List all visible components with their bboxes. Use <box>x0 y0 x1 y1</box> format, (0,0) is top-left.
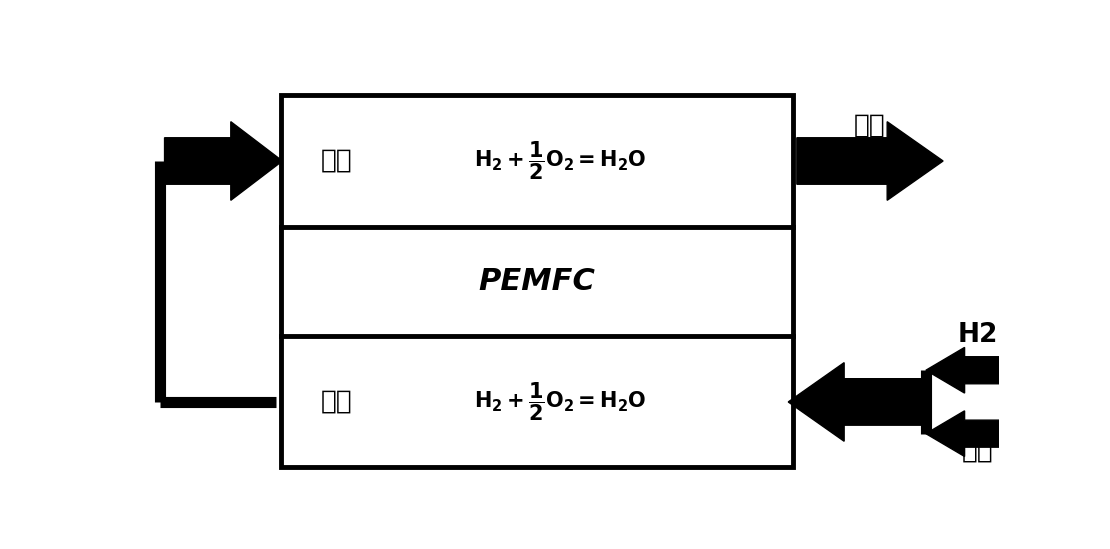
Text: $\mathbf{H_2 + \dfrac{1}{2}O_2 = H_2O}$: $\mathbf{H_2 + \dfrac{1}{2}O_2 = H_2O}$ <box>474 380 647 423</box>
Text: 空气: 空气 <box>961 437 993 463</box>
Bar <box>281 96 793 468</box>
Polygon shape <box>164 122 282 200</box>
Text: 阴极: 阴极 <box>321 389 353 415</box>
Text: 阳极: 阳极 <box>321 148 353 174</box>
Text: H2: H2 <box>957 322 998 349</box>
Text: PEMFC: PEMFC <box>478 267 595 296</box>
Polygon shape <box>797 122 944 200</box>
Polygon shape <box>926 348 1008 393</box>
Text: $\mathbf{H_2 + \dfrac{1}{2}O_2 = H_2O}$: $\mathbf{H_2 + \dfrac{1}{2}O_2 = H_2O}$ <box>474 140 647 182</box>
Text: 尾排: 尾排 <box>854 113 886 138</box>
Polygon shape <box>788 363 926 441</box>
Polygon shape <box>926 411 1008 456</box>
